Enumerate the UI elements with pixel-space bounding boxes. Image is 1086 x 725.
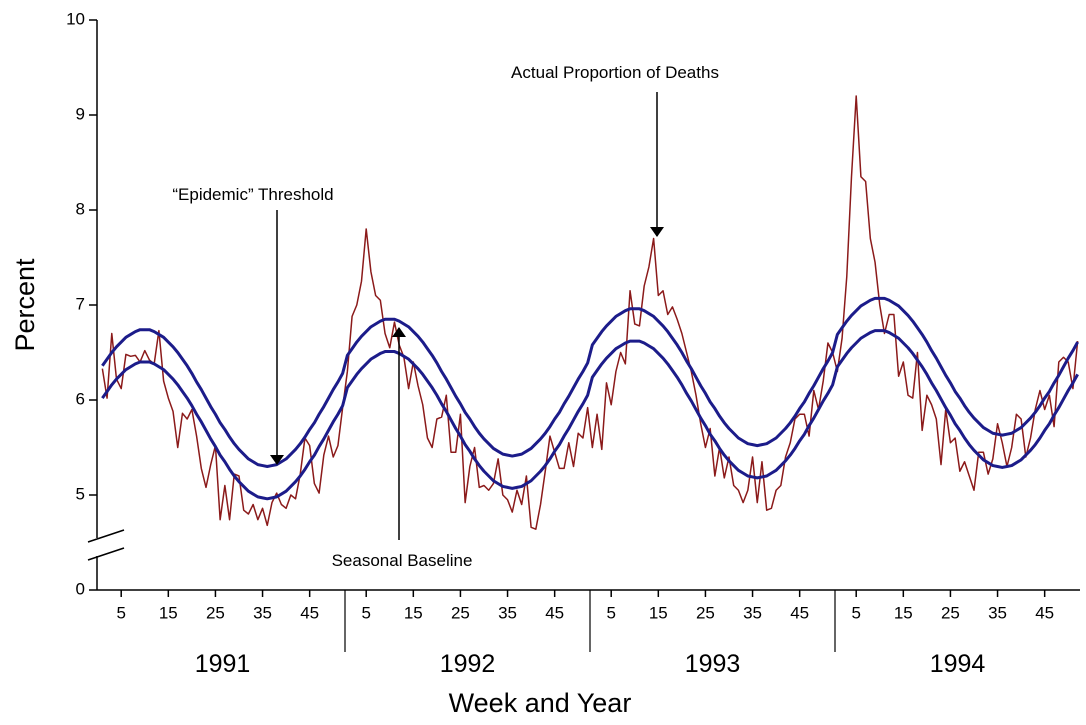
x-axis-title: Week and Year bbox=[449, 688, 632, 718]
x-tick-label: 5 bbox=[851, 603, 860, 622]
axis-break bbox=[87, 547, 125, 561]
y-tick-label: 5 bbox=[76, 484, 85, 503]
axis-break bbox=[87, 529, 125, 543]
x-tick-label: 5 bbox=[361, 603, 370, 622]
x-tick-label: 15 bbox=[404, 603, 423, 622]
y-axis-title: Percent bbox=[10, 258, 40, 352]
series-line bbox=[101, 95, 1079, 530]
year-label: 1991 bbox=[195, 650, 251, 678]
x-tick-label: 5 bbox=[606, 603, 615, 622]
x-tick-label: 15 bbox=[894, 603, 913, 622]
y-tick-label: 10 bbox=[66, 9, 85, 28]
year-label: 1993 bbox=[685, 650, 741, 678]
x-tick-label: 25 bbox=[941, 603, 960, 622]
y-tick-label: 7 bbox=[76, 294, 85, 313]
x-tick-label: 45 bbox=[1035, 603, 1054, 622]
annotation: Seasonal Baseline bbox=[332, 551, 473, 570]
x-tick-label: 35 bbox=[253, 603, 272, 622]
y-tick-label: 8 bbox=[76, 199, 85, 218]
year-label: 1994 bbox=[930, 650, 986, 678]
series-line bbox=[101, 329, 1079, 501]
x-tick-label: 25 bbox=[206, 603, 225, 622]
x-tick-label: 45 bbox=[300, 603, 319, 622]
annotation: Actual Proportion of Deaths bbox=[511, 63, 719, 82]
plot-area bbox=[101, 95, 1079, 530]
x-tick-label: 45 bbox=[790, 603, 809, 622]
series-line bbox=[101, 296, 1079, 468]
x-tick-label: 35 bbox=[743, 603, 762, 622]
x-tick-label: 25 bbox=[696, 603, 715, 622]
y-tick-label: 6 bbox=[76, 389, 85, 408]
x-tick-label: 35 bbox=[498, 603, 517, 622]
x-tick-label: 45 bbox=[545, 603, 564, 622]
y-tick-label: 0 bbox=[76, 579, 85, 598]
year-label: 1992 bbox=[440, 650, 496, 678]
x-tick-label: 15 bbox=[649, 603, 668, 622]
y-tick-label: 9 bbox=[76, 104, 85, 123]
x-tick-label: 5 bbox=[116, 603, 125, 622]
x-tick-label: 25 bbox=[451, 603, 470, 622]
x-tick-label: 15 bbox=[159, 603, 178, 622]
x-tick-label: 35 bbox=[988, 603, 1007, 622]
annotation: “Epidemic” Threshold bbox=[172, 185, 333, 204]
